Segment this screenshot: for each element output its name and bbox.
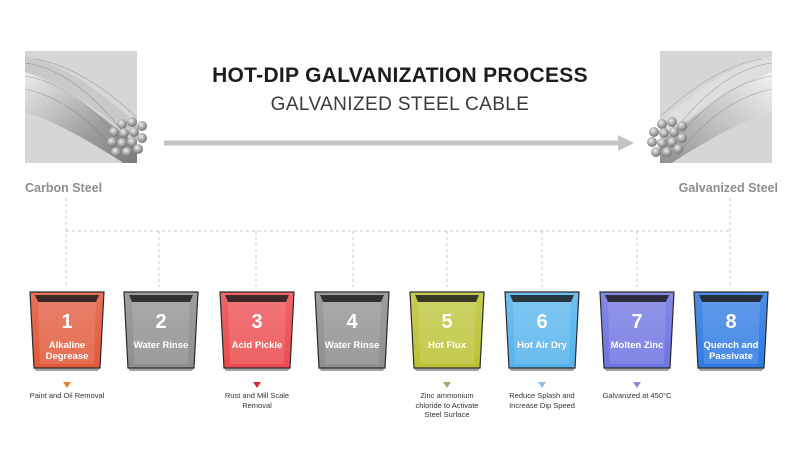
- step-tray-3: 3 Acid Pickle: [218, 290, 296, 372]
- step-label: Acid Pickle: [231, 340, 283, 351]
- step-note: Paint and Oil Removal: [29, 391, 105, 400]
- step-number: 2: [155, 311, 167, 333]
- step-marker-icon: [253, 382, 261, 388]
- step-note: Galvanized at 450°C: [602, 391, 672, 400]
- step-number: 3: [251, 311, 263, 333]
- step-marker-icon: [63, 382, 71, 388]
- step-number: 6: [536, 311, 548, 333]
- step-note: Rust and Mill Scale Removal: [224, 391, 290, 410]
- step-note: Reduce Splash and Increase Dip Speed: [509, 391, 575, 410]
- step-label: Molten Zinc: [610, 340, 664, 351]
- step-label: Hot Air Dry: [517, 340, 567, 351]
- step-label: Quench and Passivate: [703, 340, 759, 362]
- carbon-steel-cross-section: [107, 117, 147, 157]
- step-label: Water Rinse: [324, 340, 380, 351]
- step-label: Hot Flux: [428, 340, 466, 351]
- step-number: 7: [631, 311, 643, 333]
- step-marker-icon: [633, 382, 641, 388]
- step-marker-icon: [443, 382, 451, 388]
- step-number: 8: [725, 311, 737, 333]
- step-tray-6: 6 Hot Air Dry: [503, 290, 581, 372]
- step-label: Water Rinse: [133, 340, 189, 351]
- step-tray-1: 1 Alkaline Degrease: [28, 290, 106, 372]
- page-subtitle: GALVANIZED STEEL CABLE: [270, 94, 530, 115]
- step-number: 5: [441, 311, 453, 333]
- step-marker-icon: [538, 382, 546, 388]
- process-arrow: [164, 135, 634, 151]
- page-title: HOT-DIP GALVANIZATION PROCESS: [212, 64, 588, 87]
- step-tray-4: 4 Water Rinse: [313, 290, 391, 372]
- step-note: Zinc ammonium chloride to Activate Steel…: [415, 391, 479, 419]
- galvanized-steel-label: Galvanized Steel: [678, 181, 778, 195]
- step-tray-7: 7 Molten Zinc: [598, 290, 676, 372]
- step-number: 4: [346, 311, 358, 333]
- step-tray-5: 5 Hot Flux: [408, 290, 486, 372]
- step-tray-2: 2 Water Rinse: [122, 290, 200, 372]
- galvanized-steel-cross-section: [647, 117, 687, 157]
- carbon-steel-label: Carbon Steel: [25, 181, 103, 195]
- step-number: 1: [61, 311, 73, 333]
- step-label: Alkaline Degrease: [45, 340, 89, 362]
- step-tray-8: 8 Quench and Passivate: [692, 290, 770, 372]
